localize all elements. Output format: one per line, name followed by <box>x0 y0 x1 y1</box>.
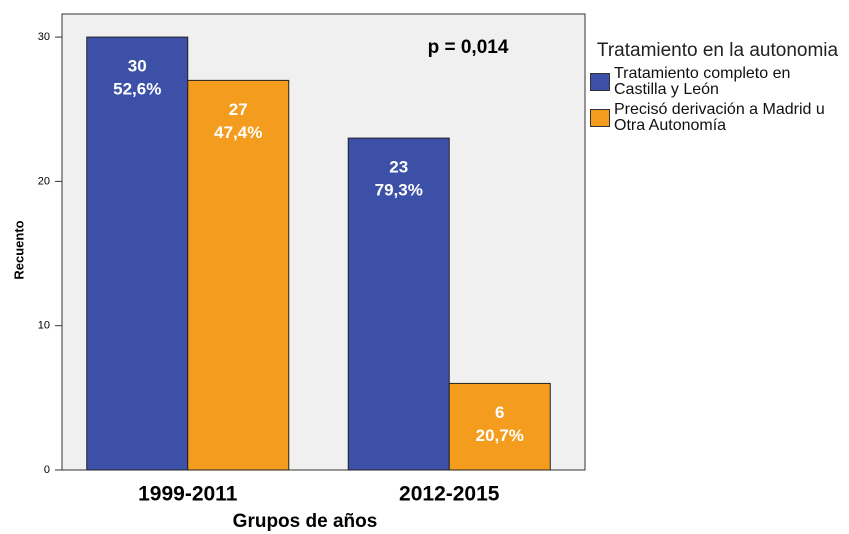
value-label: 6 <box>495 403 504 422</box>
value-label: 30 <box>128 57 147 76</box>
legend-item: Tratamiento completo en Castilla y León <box>590 66 845 98</box>
bar <box>187 79 290 471</box>
y-axis-title: Recuento <box>11 220 26 279</box>
y-tick-label: 20 <box>38 175 50 187</box>
value-label: 23 <box>389 158 408 177</box>
percent-label: 52,6% <box>113 80 161 99</box>
x-tick-label: 2012-2015 <box>399 483 500 506</box>
legend-label: Precisó derivación a Madrid u Otra Auton… <box>614 101 825 134</box>
y-tick-label: 0 <box>44 464 50 476</box>
bar <box>86 36 189 471</box>
y-tick-label: 30 <box>38 31 50 43</box>
x-tick-label: 1999-2011 <box>138 483 238 506</box>
legend: Tratamiento en la autonomia Tratamiento … <box>590 40 845 138</box>
percent-label: 20,7% <box>476 426 524 445</box>
legend-swatch <box>590 109 610 127</box>
bar <box>347 137 450 471</box>
legend-label: Tratamiento completo en Castilla y León <box>614 65 791 98</box>
annotation: p = 0,014 <box>428 37 509 58</box>
legend-title: Tratamiento en la autonomia <box>596 40 839 61</box>
bar <box>448 382 551 471</box>
legend-item: Precisó derivación a Madrid u Otra Auton… <box>590 102 845 134</box>
percent-label: 79,3% <box>375 181 423 200</box>
percent-label: 47,4% <box>214 123 262 142</box>
y-tick-label: 10 <box>38 320 50 332</box>
x-axis-title: Grupos de años <box>233 511 378 532</box>
legend-swatch <box>590 73 610 91</box>
value-label: 27 <box>229 100 248 119</box>
